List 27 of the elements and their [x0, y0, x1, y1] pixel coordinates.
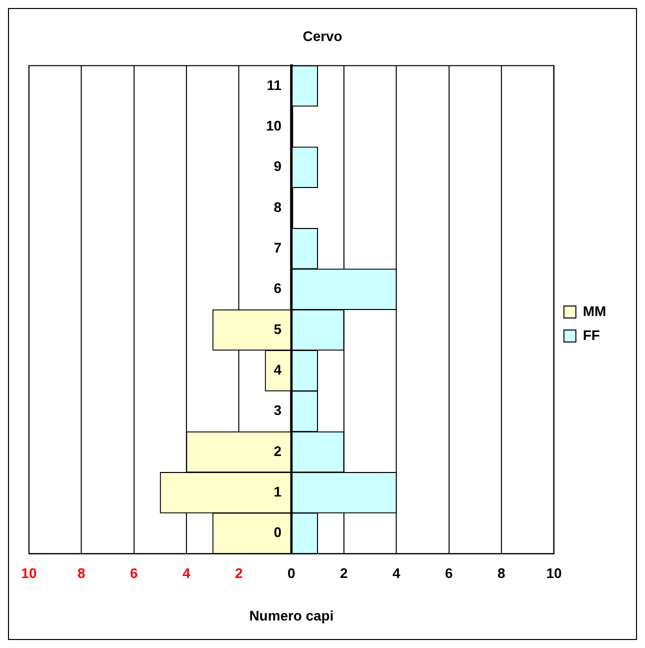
x-tick-label: 2: [340, 564, 348, 581]
x-tick-label: 8: [498, 564, 506, 581]
y-tick-label: 5: [274, 320, 282, 337]
x-tick-label: 6: [130, 564, 138, 581]
y-tick-label: 4: [274, 362, 282, 378]
x-axis-title: Numero capi: [249, 608, 334, 624]
y-tick-label: 8: [274, 198, 282, 215]
legend-label: MM: [582, 302, 606, 319]
y-tick-label: 10: [266, 117, 282, 134]
y-tick-label: 0: [274, 524, 282, 540]
x-tick-label: 8: [78, 564, 86, 581]
x-tick-label: 10: [21, 564, 37, 581]
y-tick-label: 6: [274, 280, 282, 296]
y-tick-label: 1: [274, 484, 282, 500]
chart-title: Cervo: [302, 28, 342, 44]
y-tick-label: 3: [274, 402, 282, 418]
x-tick-label: 4: [182, 564, 191, 581]
x-tick-label: 0: [288, 564, 296, 581]
y-tick-label: 9: [274, 158, 282, 174]
legend-label: FF: [582, 326, 600, 343]
y-tick-label: 11: [266, 76, 282, 93]
x-tick-label: 2: [235, 564, 244, 581]
y-tick-label: 7: [274, 239, 282, 256]
x-tick-label: 6: [445, 564, 454, 581]
y-tick-label: 2: [274, 442, 282, 459]
x-tick-label: 4: [392, 564, 401, 581]
x-tick-label: 10: [546, 564, 562, 581]
